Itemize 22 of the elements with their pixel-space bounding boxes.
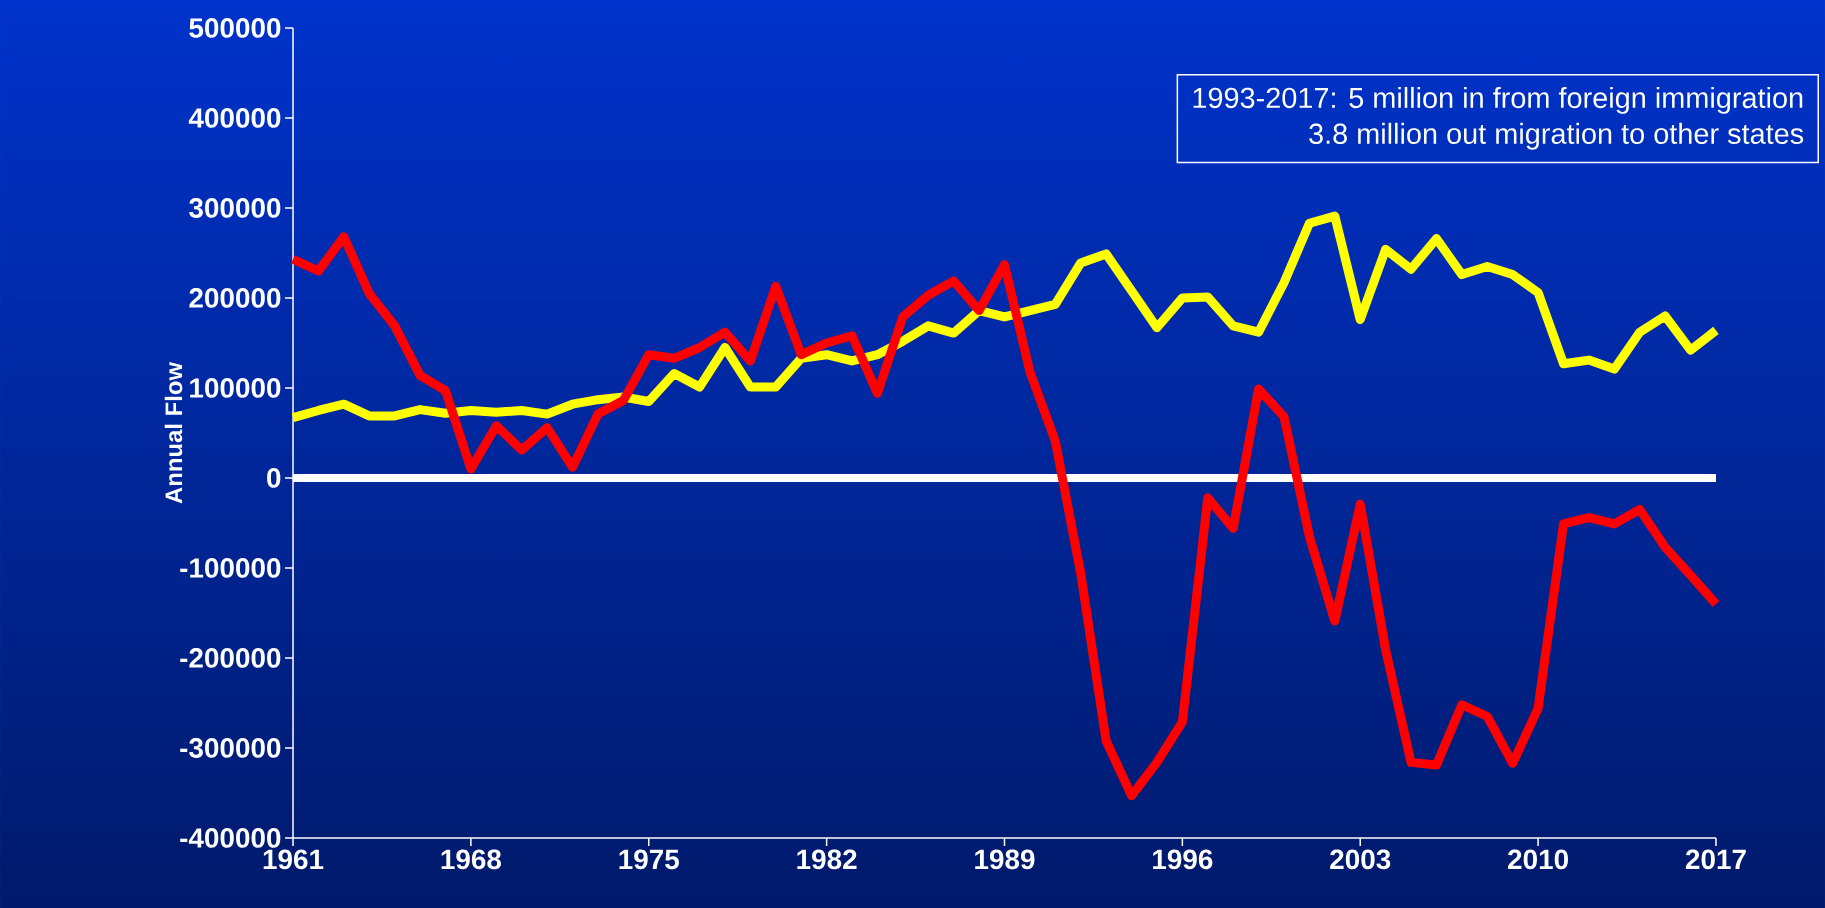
x-tick-label: 2010 xyxy=(1508,849,1568,870)
x-tick-label: 1982 xyxy=(797,849,857,870)
y-tick-label: -300000 xyxy=(180,738,281,758)
y-tick-label: 0 xyxy=(267,468,281,488)
x-tick-label: 1961 xyxy=(263,849,324,870)
y-tick-label: -100000 xyxy=(180,558,281,578)
x-tick-label: 1989 xyxy=(975,849,1035,870)
y-tick-label: 400000 xyxy=(188,108,281,128)
y-tick-label: 100000 xyxy=(190,378,281,398)
annotation: 1993-2017: 5 million in from foreign immigration xyxy=(1193,86,1803,114)
y-tick-label: 300000 xyxy=(189,198,281,218)
x-tick-label: 1996 xyxy=(1153,849,1213,870)
y-tick-label: 500000 xyxy=(189,18,281,38)
annotation: 3.8 million out migration to other states xyxy=(1309,122,1804,150)
x-tick-label: 2003 xyxy=(1330,849,1391,870)
y-tick-label: -200000 xyxy=(180,648,281,668)
y-axis-title: Annual Flow xyxy=(164,361,183,504)
x-tick-label: 1975 xyxy=(619,849,679,870)
x-tick-label: 1968 xyxy=(441,849,502,870)
x-tick-label: 2017 xyxy=(1685,849,1746,870)
y-tick-label: -400000 xyxy=(180,828,281,848)
y-tick-label: 200000 xyxy=(189,288,281,308)
